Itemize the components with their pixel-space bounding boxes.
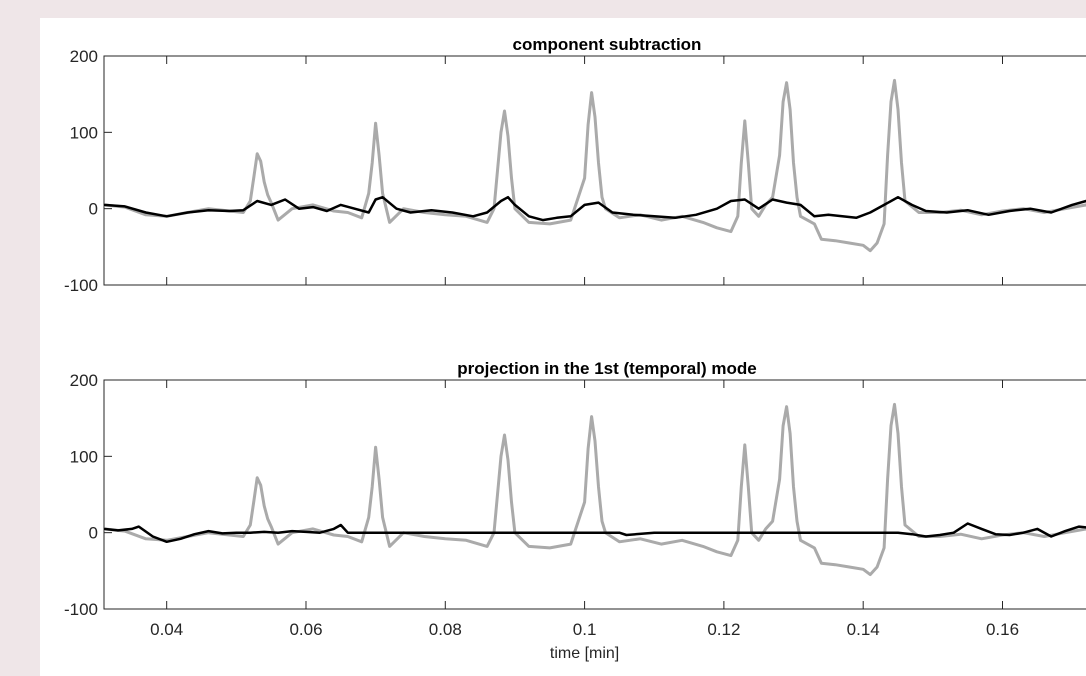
series-line-gray bbox=[103, 402, 1086, 577]
x-tick-label: 0.14 bbox=[847, 620, 880, 639]
y-tick-label: -100 bbox=[64, 600, 98, 619]
figure: -100 0 100 200 component subtraction -100 0 10… bbox=[40, 18, 1086, 676]
x-tick-label: 0.08 bbox=[429, 620, 462, 639]
panel-component-subtraction: -100 0 100 200 component subtraction bbox=[64, 35, 1086, 295]
y-tick-label: 100 bbox=[70, 123, 98, 142]
x-tick-label: 0.06 bbox=[289, 620, 322, 639]
y-tick-label: -100 bbox=[64, 276, 98, 295]
series-line-gray bbox=[103, 78, 1086, 253]
x-tick-label: 0.12 bbox=[707, 620, 740, 639]
series-line-black bbox=[103, 522, 1086, 544]
chart-canvas: -100 0 100 200 component subtraction -100 0 10… bbox=[64, 35, 1086, 662]
x-axis-label: time [min] bbox=[550, 645, 619, 662]
x-tick-label: 0.1 bbox=[573, 620, 597, 639]
y-tick-label: 200 bbox=[70, 47, 98, 66]
y-tick-label: 0 bbox=[89, 524, 98, 543]
y-tick-label: 200 bbox=[70, 371, 98, 390]
panel-temporal-mode-projection: -100 0 100 200 0.04 0.06 0.08 0.1 0.12 0.14 0.16 pr… bbox=[64, 359, 1086, 662]
y-tick-label: 100 bbox=[70, 447, 98, 466]
chart-title: projection in the 1st (temporal) mode bbox=[457, 359, 756, 378]
chart-title: component subtraction bbox=[513, 35, 702, 54]
series-line-black bbox=[103, 195, 1086, 222]
y-tick-label: 0 bbox=[89, 200, 98, 219]
plot-area bbox=[103, 379, 1086, 610]
x-tick-label: 0.04 bbox=[150, 620, 183, 639]
plot-area bbox=[103, 55, 1086, 286]
x-tick-label: 0.16 bbox=[986, 620, 1019, 639]
